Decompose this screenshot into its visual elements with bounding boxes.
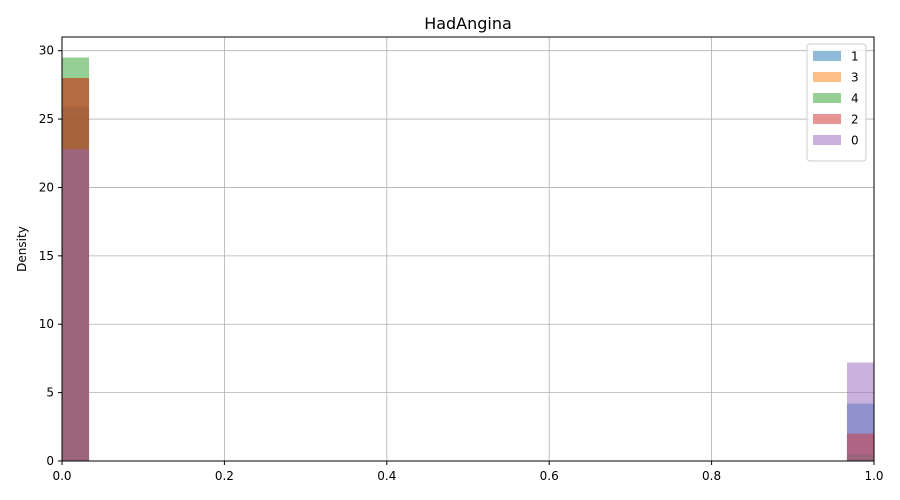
x-tick-label: 0.0 — [52, 469, 71, 483]
plot-frame — [61, 36, 875, 462]
histogram-bar-series-0 — [62, 149, 90, 461]
y-tick-label: 20 — [39, 180, 54, 194]
x-tick-label: 0.6 — [540, 469, 559, 483]
y-axis-label: Density — [15, 226, 29, 272]
x-tick-label: 1.0 — [864, 469, 883, 483]
x-tick-label: 0.2 — [215, 469, 234, 483]
histogram-bar-series-0 — [846, 362, 874, 461]
y-tick-label: 30 — [39, 44, 54, 58]
legend-label-1: 1 — [851, 50, 859, 64]
legend-swatch-0 — [813, 135, 841, 145]
y-tick-label: 5 — [46, 386, 54, 400]
legend-swatch-4 — [813, 93, 841, 103]
grid-lines — [61, 37, 875, 462]
chart-title: HadAngina — [424, 14, 512, 33]
x-tick-label: 0.8 — [702, 469, 721, 483]
legend-swatch-2 — [813, 114, 841, 124]
legend-label-2: 2 — [851, 113, 859, 127]
legend-label-0: 0 — [851, 134, 859, 148]
legend-swatch-3 — [813, 72, 841, 82]
legend-label-4: 4 — [851, 92, 859, 106]
y-tick-label: 25 — [39, 112, 54, 126]
histogram-bars — [62, 57, 874, 462]
legend-label-3: 3 — [851, 71, 859, 85]
legend: 1 3 4 2 0 — [806, 43, 867, 162]
y-tick-label: 15 — [39, 249, 54, 263]
legend-swatch-1 — [813, 51, 841, 61]
y-tick-label: 0 — [46, 454, 54, 468]
y-tick-label: 10 — [39, 317, 54, 331]
x-tick-label: 0.4 — [377, 469, 396, 483]
